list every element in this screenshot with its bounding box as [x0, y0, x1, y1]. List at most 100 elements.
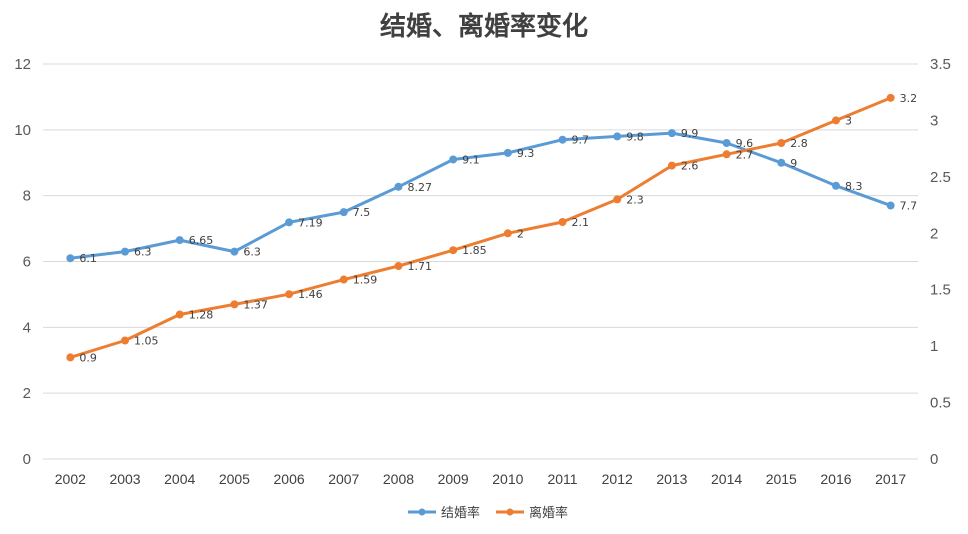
- legend-marker: [418, 508, 426, 516]
- x-tick-label: 2006: [274, 471, 305, 487]
- x-axis: 2002 2003 2004 2005 2006 2007 2008 2009 2010 2011…: [55, 471, 907, 487]
- data-label: 1.59: [353, 274, 378, 287]
- data-label: 7.19: [298, 216, 323, 229]
- data-point: [722, 150, 731, 159]
- x-tick-label: 2004: [164, 471, 195, 487]
- data-point: [558, 135, 567, 144]
- data-point: [667, 161, 676, 170]
- legend-label: 结婚率: [441, 505, 480, 521]
- data-point: [175, 236, 184, 245]
- right-y-axis: 0 0.5 1 1.5 2 2.5 3 3.5: [930, 56, 951, 468]
- data-label: 7.7: [900, 200, 918, 213]
- data-point: [831, 181, 840, 190]
- right-tick-label: 2.5: [930, 169, 951, 186]
- x-tick-label: 2015: [766, 471, 797, 487]
- data-point: [394, 182, 403, 191]
- left-tick-label: 0: [23, 451, 31, 468]
- data-label: 9.3: [517, 147, 535, 160]
- data-label: 2.7: [736, 148, 754, 161]
- chart-title: 结婚、离婚率变化: [379, 12, 588, 42]
- data-label: 9.6: [736, 137, 754, 150]
- right-tick-label: 0.5: [930, 395, 951, 412]
- data-label: 6.1: [79, 252, 97, 265]
- data-label: 1.85: [462, 244, 487, 257]
- data-label: 3.2: [900, 92, 918, 105]
- data-point: [558, 218, 567, 226]
- data-label: 2.6: [681, 160, 699, 173]
- data-label: 2.8: [790, 137, 808, 150]
- x-tick-label: 2016: [820, 471, 851, 487]
- data-point: [66, 353, 75, 362]
- data-label: 6.65: [189, 234, 214, 247]
- data-point: [339, 275, 348, 284]
- data-point: [230, 300, 239, 309]
- series-layer: 6.1 6.3 6.65 6.3 7.19 7.5 8.27 9.1 9.3 9.7 9.8 9.9 9…: [66, 92, 918, 364]
- data-label: 2: [517, 227, 524, 240]
- data-label: 2.3: [626, 193, 644, 206]
- data-label: 1.37: [243, 298, 268, 311]
- legend-marker: [506, 508, 514, 516]
- data-point: [449, 155, 458, 164]
- data-point: [394, 262, 403, 271]
- data-label: 6.3: [134, 246, 152, 259]
- right-tick-label: 2: [930, 225, 938, 242]
- data-label: 6.3: [243, 246, 261, 259]
- x-tick-label: 2017: [875, 471, 906, 487]
- data-point: [230, 247, 239, 256]
- x-tick-label: 2010: [492, 471, 523, 487]
- left-tick-label: 10: [14, 122, 31, 139]
- data-point: [886, 93, 895, 102]
- data-point: [777, 139, 786, 147]
- x-tick-label: 2002: [55, 471, 86, 487]
- x-tick-label: 2005: [219, 471, 250, 487]
- data-label: 7.5: [353, 206, 371, 219]
- data-point: [449, 246, 458, 255]
- data-point: [503, 229, 512, 238]
- data-point: [503, 148, 512, 157]
- left-tick-label: 12: [14, 56, 31, 73]
- data-label: 1.28: [189, 309, 214, 322]
- legend-item: 离婚率: [496, 505, 568, 521]
- data-point: [777, 158, 786, 167]
- data-point: [285, 218, 294, 227]
- data-label: 3: [845, 114, 852, 127]
- data-point: [722, 139, 731, 147]
- x-tick-label: 2009: [438, 471, 469, 487]
- legend-item: 结婚率: [408, 505, 480, 521]
- data-label: 9.9: [681, 127, 699, 140]
- data-point: [613, 132, 622, 141]
- right-tick-label: 3.5: [930, 56, 951, 73]
- data-point: [66, 254, 75, 263]
- left-tick-label: 2: [23, 385, 31, 402]
- x-tick-label: 2003: [109, 471, 140, 487]
- right-tick-label: 1: [930, 338, 938, 355]
- data-label: 9: [790, 157, 797, 170]
- left-tick-label: 8: [23, 188, 31, 205]
- data-label: 0.9: [79, 351, 97, 364]
- x-tick-label: 2008: [383, 471, 414, 487]
- data-point: [667, 129, 676, 138]
- data-label: 9.7: [572, 134, 590, 147]
- data-point: [339, 208, 348, 217]
- x-tick-label: 2011: [547, 471, 577, 487]
- data-point: [886, 201, 895, 210]
- data-label: 1.71: [407, 260, 432, 273]
- data-label: 2.1: [572, 216, 590, 229]
- data-point: [175, 310, 184, 319]
- data-label: 9.8: [626, 130, 644, 143]
- left-tick-label: 4: [23, 319, 31, 336]
- left-tick-label: 6: [23, 254, 31, 271]
- x-tick-label: 2007: [328, 471, 359, 487]
- legend-label: 离婚率: [529, 505, 568, 521]
- data-label: 1.46: [298, 288, 323, 301]
- x-tick-label: 2014: [711, 471, 742, 487]
- data-label: 8.27: [407, 181, 432, 194]
- data-point: [285, 290, 294, 299]
- right-tick-label: 1.5: [930, 282, 951, 299]
- series-line-2: [68, 96, 893, 359]
- data-label: 1.05: [134, 335, 159, 348]
- data-label: 8.3: [845, 180, 863, 193]
- legend: 结婚率 离婚率: [408, 505, 568, 521]
- series-line-1: [68, 131, 893, 260]
- data-label: 9.1: [462, 153, 480, 166]
